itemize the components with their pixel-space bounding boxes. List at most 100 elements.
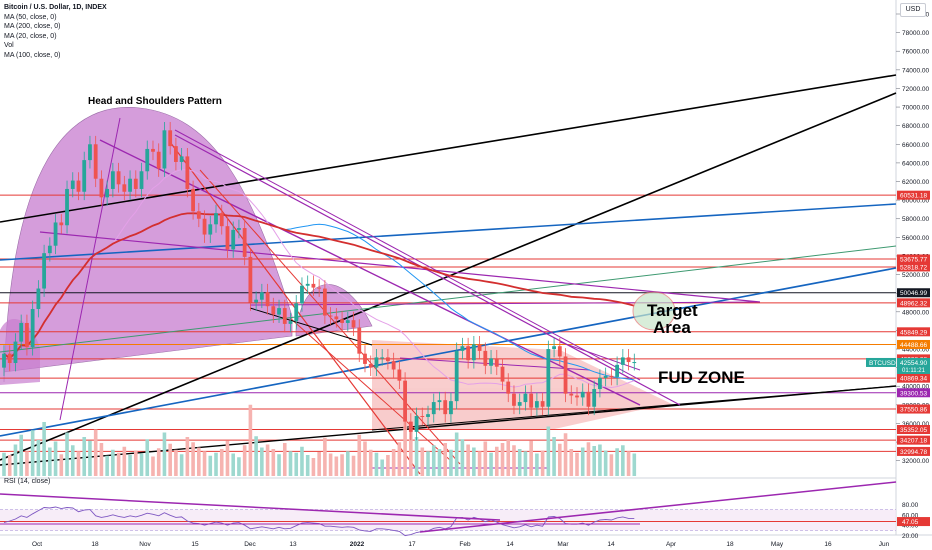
volume-bar: [535, 453, 539, 476]
price-badge-0: [897, 190, 930, 200]
x-tick-label: Mar: [557, 541, 569, 548]
candle: [208, 224, 213, 235]
candle: [185, 156, 190, 189]
volume-bar: [598, 444, 602, 476]
candle: [133, 178, 138, 189]
candle: [259, 292, 264, 300]
volume-bar: [70, 445, 75, 476]
indicator-ma20[interactable]: MA (20, close, 0): [4, 32, 57, 40]
candle: [357, 327, 362, 354]
indicator-ma200[interactable]: MA (200, close, 0): [4, 23, 61, 31]
candle: [265, 292, 270, 307]
volume-bar: [42, 422, 46, 476]
trend-line-0: [0, 74, 897, 223]
candle: [437, 400, 442, 403]
volume-bar: [454, 432, 459, 476]
candle: [162, 130, 167, 169]
volume-bar: [82, 437, 87, 476]
volume-bar: [305, 455, 310, 476]
x-tick-label: 18: [91, 541, 99, 548]
y-tick-label: 68000.00: [902, 123, 929, 130]
volume-bar: [368, 449, 373, 476]
candle: [317, 287, 322, 289]
volume-bar: [494, 446, 499, 476]
volume-bar: [208, 455, 213, 476]
price-badge-4: [897, 298, 930, 308]
candle: [534, 401, 539, 408]
volume-bar: [179, 454, 184, 476]
price-badge-label-4: 48962.32: [900, 300, 927, 307]
volume-bar: [105, 455, 109, 476]
volume-bar: [300, 446, 304, 476]
volume-bar: [626, 451, 631, 476]
candle: [546, 349, 551, 407]
candle: [380, 357, 385, 359]
volume-bar: [460, 439, 465, 476]
x-tick-label: 17: [408, 541, 416, 548]
price-badge-label-3: 50046.99: [900, 290, 927, 297]
indicator-ma50[interactable]: MA (50, close, 0): [4, 13, 57, 21]
price-badge-label-10: 37550.86: [900, 407, 927, 414]
candle: [557, 346, 562, 357]
price-badge-label-13: 32994.78: [900, 449, 927, 456]
price-badge-label-1: 53675.77: [900, 256, 927, 263]
volume-bar: [374, 452, 379, 476]
x-tick-label: 18: [726, 541, 734, 548]
volume-bar: [621, 445, 625, 476]
currency-button[interactable]: USD: [900, 3, 926, 17]
candle: [254, 299, 259, 303]
trend-line-16: [59, 117, 121, 421]
trend-line-5: [0, 385, 897, 466]
candle: [449, 401, 453, 415]
volume-bar: [569, 449, 574, 476]
volume-bar: [30, 430, 35, 476]
candle: [512, 393, 516, 406]
x-tick-label: Apr: [666, 541, 677, 548]
candle: [19, 322, 24, 342]
volume-bar: [99, 443, 104, 476]
price-badge-label-12: 34207.18: [900, 438, 927, 445]
price-badge-label-0: 60531.18: [900, 193, 927, 200]
candle: [237, 228, 241, 230]
price-badge-label-2: 52818.72: [900, 264, 927, 271]
candle: [214, 213, 218, 225]
y-tick-label: 32000.00: [902, 458, 929, 465]
x-tick-label: Nov: [139, 541, 151, 548]
price-badge-13: [897, 446, 930, 456]
symbol-title[interactable]: Bitcoin / U.S. Dollar, 1D, INDEX: [4, 4, 107, 11]
volume-bar: [420, 447, 425, 476]
indicator-vol[interactable]: Vol: [4, 42, 14, 50]
volume-bar: [133, 450, 138, 476]
candle: [586, 391, 591, 407]
volume-bar: [632, 453, 637, 476]
rsi-tick-label: 20.00: [902, 533, 919, 540]
volume-bar: [260, 447, 264, 476]
y-tick-label: 74000.00: [902, 67, 929, 74]
volume-bar: [489, 452, 493, 476]
volume-bar: [391, 449, 396, 476]
volume-bar: [546, 426, 551, 476]
candle: [294, 303, 299, 322]
volume-bar: [139, 453, 144, 476]
candle: [13, 341, 18, 363]
candle: [408, 421, 413, 432]
price-badge-9: [897, 388, 930, 398]
y-tick-label: 70000.00: [902, 105, 929, 112]
rsi-legend[interactable]: RSI (14, close): [4, 478, 51, 485]
candle: [466, 346, 471, 361]
candle: [620, 357, 625, 365]
indicator-ma100[interactable]: MA (100, close, 0): [4, 51, 61, 59]
candle: [59, 222, 64, 226]
candle: [569, 393, 574, 396]
volume-bar: [156, 448, 161, 476]
y-tick-label: 52000.00: [902, 272, 929, 279]
volume-bar: [512, 445, 516, 476]
candle: [345, 320, 350, 323]
candle: [36, 288, 41, 310]
y-tick-label: 44000.00: [902, 347, 929, 354]
trend-line-2: [0, 203, 897, 261]
rsi-tick-label: 80.00: [902, 502, 919, 509]
candle: [202, 218, 207, 235]
volume-bar: [265, 444, 270, 476]
